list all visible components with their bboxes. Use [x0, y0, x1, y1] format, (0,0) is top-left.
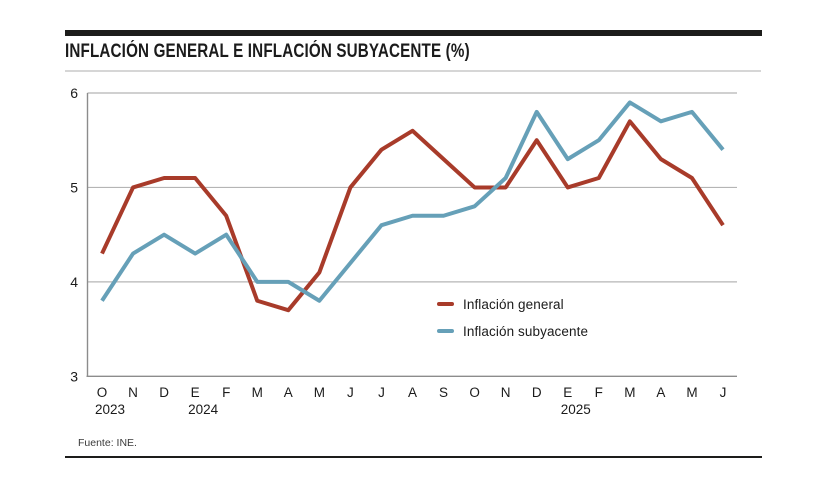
x-tick-label: A [284, 385, 293, 400]
legend-item-subyacente: Inflación subyacente [437, 322, 588, 340]
x-tick-label: E [563, 385, 572, 400]
x-tick-label: J [347, 385, 354, 400]
x-tick-label: A [408, 385, 417, 400]
year-label-2024: 2024 [188, 402, 219, 417]
y-tick-label-4: 4 [70, 274, 78, 290]
x-tick-label: O [97, 385, 108, 400]
x-tick-label: A [656, 385, 665, 400]
x-tick-label: S [439, 385, 448, 400]
x-tick-label: J [378, 385, 385, 400]
x-tick-label: N [501, 385, 511, 400]
legend-swatch-general [437, 302, 454, 306]
chart-legend: Inflación general Inflación subyacente [437, 295, 588, 340]
x-tick-label: F [222, 385, 230, 400]
y-tick-label-5: 5 [70, 179, 78, 195]
legend-item-general: Inflación general [437, 295, 588, 313]
x-tick-label: F [595, 385, 603, 400]
title-rule [65, 70, 761, 72]
year-label-2025: 2025 [561, 402, 591, 417]
x-tick-label: N [128, 385, 138, 400]
y-tick-label-6: 6 [70, 85, 78, 101]
x-tick-label: M [252, 385, 263, 400]
x-tick-label: D [532, 385, 542, 400]
x-tick-label: M [686, 385, 697, 400]
x-tick-label: E [191, 385, 200, 400]
x-tick-label: D [159, 385, 169, 400]
series-line-inflaci-n-subyacente [100, 100, 725, 303]
chart-title: INFLACIÓN GENERAL E INFLACIÓN SUBYACENTE… [65, 41, 470, 62]
x-tick-label: O [469, 385, 480, 400]
y-tick-label-3: 3 [70, 368, 78, 384]
legend-label-general: Inflación general [463, 296, 564, 312]
bottom-rule [65, 456, 762, 458]
x-tick-label: M [314, 385, 325, 400]
x-tick-label: J [720, 385, 727, 400]
top-rule [65, 30, 762, 36]
legend-label-subyacente: Inflación subyacente [463, 323, 589, 339]
legend-swatch-subyacente [437, 329, 454, 333]
x-tick-label: M [624, 385, 635, 400]
source-note: Fuente: INE. [78, 437, 137, 449]
year-label-2023: 2023 [95, 402, 125, 417]
series-line-inflaci-n-general [100, 119, 725, 313]
